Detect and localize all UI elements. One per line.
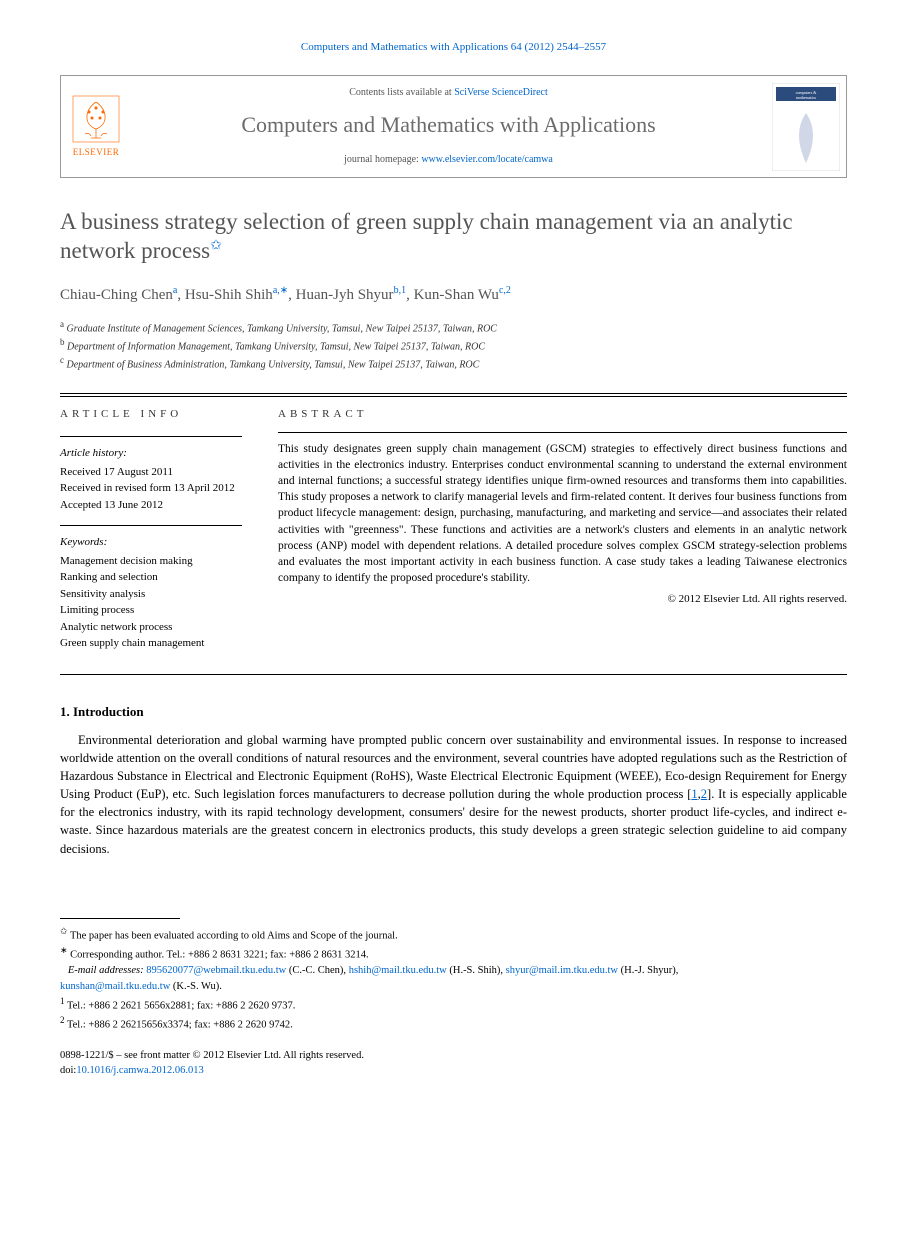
front-matter-line: 0898-1221/$ – see front matter © 2012 El… <box>60 1049 847 1064</box>
email-3[interactable]: shyur@mail.im.tku.edu.tw <box>506 965 618 976</box>
keywords-block: Keywords: Management decision making Ran… <box>60 534 242 652</box>
revised-date: Received in revised form 13 April 2012 <box>60 480 242 497</box>
accepted-date: Accepted 13 June 2012 <box>60 497 242 514</box>
homepage-prefix: journal homepage: <box>344 154 421 165</box>
keyword-0: Management decision making <box>60 553 242 570</box>
abstract-copyright: © 2012 Elsevier Ltd. All rights reserved… <box>278 592 847 607</box>
header-center: Contents lists available at SciVerse Sci… <box>131 76 766 177</box>
journal-cover-thumbnail: computers & mathematics <box>766 76 846 177</box>
section-1-heading: 1. Introduction <box>60 703 847 721</box>
footnote-2: 2 Tel.: +886 2 26215656x3374; fax: +886 … <box>60 1014 847 1033</box>
doi-link[interactable]: 10.1016/j.camwa.2012.06.013 <box>76 1065 203 1076</box>
email-4[interactable]: kunshan@mail.tku.edu.tw <box>60 981 170 992</box>
received-date: Received 17 August 2011 <box>60 464 242 481</box>
journal-header-box: ELSEVIER Contents lists available at Sci… <box>60 75 847 178</box>
cover-icon: computers & mathematics <box>772 83 840 171</box>
affiliation-b: b Department of Information Management, … <box>60 336 847 354</box>
affiliations: a Graduate Institute of Management Scien… <box>60 318 847 373</box>
footnote-1: 1 Tel.: +886 2 2621 5656x2881; fax: +886… <box>60 995 847 1014</box>
keyword-2: Sensitivity analysis <box>60 586 242 603</box>
homepage-link[interactable]: www.elsevier.com/locate/camwa <box>421 154 553 165</box>
history-label: Article history: <box>60 445 242 462</box>
footnote-corresponding: ∗ Corresponding author. Tel.: +886 2 863… <box>60 944 847 963</box>
author-3: Huan-Jyh Shyur <box>296 287 394 303</box>
affiliation-c: c Department of Business Administration,… <box>60 354 847 372</box>
title-footnote-marker: ✩ <box>210 238 222 253</box>
sciencedirect-link[interactable]: SciVerse ScienceDirect <box>454 87 548 98</box>
author-4-affil[interactable]: c,2 <box>499 285 511 296</box>
keyword-5: Green supply chain management <box>60 635 242 652</box>
author-2-affil[interactable]: a,∗ <box>273 285 288 296</box>
affiliation-a: a Graduate Institute of Management Scien… <box>60 318 847 336</box>
author-4: Kun-Shan Wu <box>414 287 499 303</box>
elsevier-label: ELSEVIER <box>73 146 120 159</box>
article-info-heading: ARTICLE INFO <box>60 407 242 426</box>
homepage-line: journal homepage: www.elsevier.com/locat… <box>141 153 756 167</box>
footnote-rule <box>60 918 180 919</box>
abstract-heading: ABSTRACT <box>278 407 847 422</box>
abstract: ABSTRACT This study designates green sup… <box>260 396 847 674</box>
info-abstract-row: ARTICLE INFO Article history: Received 1… <box>60 393 847 675</box>
elsevier-logo: ELSEVIER <box>61 76 131 177</box>
contents-prefix: Contents lists available at <box>349 87 454 98</box>
author-3-affil[interactable]: b,1 <box>394 285 407 296</box>
email-2[interactable]: hshih@mail.tku.edu.tw <box>349 965 447 976</box>
keyword-4: Analytic network process <box>60 619 242 636</box>
keywords-label: Keywords: <box>60 534 242 551</box>
elsevier-tree-icon <box>71 94 121 144</box>
footnote-emails: E-mail addresses: 895620077@webmail.tku.… <box>60 963 847 995</box>
section-1-p1: Environmental deterioration and global w… <box>60 731 847 858</box>
email-label: E-mail addresses: <box>68 965 144 976</box>
author-1: Chiau-Ching Chen <box>60 287 173 303</box>
keyword-3: Limiting process <box>60 602 242 619</box>
author-2: Hsu-Shih Shih <box>185 287 273 303</box>
article-info: ARTICLE INFO Article history: Received 1… <box>60 396 260 674</box>
footnotes: ✩ The paper has been evaluated according… <box>60 925 847 1034</box>
title-text: A business strategy selection of green s… <box>60 209 793 263</box>
contents-available-line: Contents lists available at SciVerse Sci… <box>141 86 756 100</box>
journal-name: Computers and Mathematics with Applicati… <box>141 110 756 141</box>
author-1-affil[interactable]: a <box>173 285 177 296</box>
keyword-1: Ranking and selection <box>60 569 242 586</box>
header-citation: Computers and Mathematics with Applicati… <box>60 40 847 55</box>
article-history: Article history: Received 17 August 2011… <box>60 445 242 513</box>
article-title: A business strategy selection of green s… <box>60 208 847 266</box>
abstract-text: This study designates green supply chain… <box>278 441 847 586</box>
section-1-body: Environmental deterioration and global w… <box>60 731 847 858</box>
svg-text:mathematics: mathematics <box>796 95 817 100</box>
email-1[interactable]: 895620077@webmail.tku.edu.tw <box>146 965 286 976</box>
authors-line: Chiau-Ching Chena, Hsu-Shih Shiha,∗, Hua… <box>60 284 847 306</box>
doi-block: 0898-1221/$ – see front matter © 2012 El… <box>60 1049 847 1078</box>
doi-line: doi:10.1016/j.camwa.2012.06.013 <box>60 1064 847 1079</box>
footnote-star: ✩ The paper has been evaluated according… <box>60 925 847 944</box>
